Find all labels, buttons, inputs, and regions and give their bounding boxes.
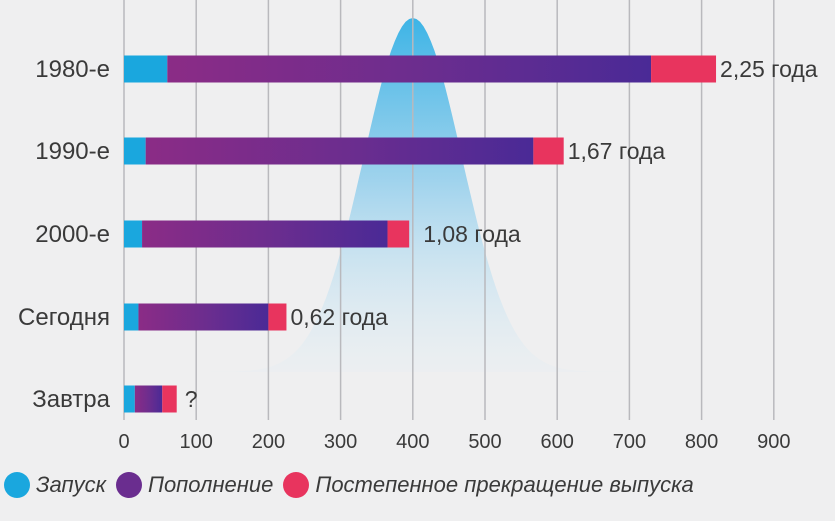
legend-swatch (4, 472, 30, 498)
x-tick-label: 0 (118, 431, 129, 453)
legend-item: Запуск (4, 472, 106, 498)
x-tick-label: 900 (757, 431, 790, 453)
bar-3-series-1 (138, 303, 269, 331)
bars (124, 55, 717, 413)
category-label: Завтра (32, 386, 110, 413)
bar-0-series-2 (651, 55, 717, 83)
data-label: 1,08 года (423, 221, 521, 247)
bar-2-series-0 (124, 220, 143, 248)
legend-swatch (116, 472, 142, 498)
legend-label: Запуск (36, 472, 106, 497)
x-tick-label: 800 (685, 431, 718, 453)
category-label: 2000-е (35, 221, 110, 248)
data-label: 1,67 года (568, 138, 666, 164)
data-label: ? (185, 386, 198, 412)
bar-1-series-0 (124, 137, 146, 165)
bar-3-series-2 (268, 303, 287, 331)
bar-2-series-1 (142, 220, 388, 248)
x-tick-label: 200 (252, 431, 285, 453)
bar-1-series-2 (533, 137, 564, 165)
legend: Запуск Пополнение Постепенное прекращение … (4, 470, 704, 500)
bar-4-series-1 (134, 385, 163, 413)
x-tick-label: 400 (396, 431, 429, 453)
x-tick-label: 500 (468, 431, 501, 453)
legend-label: Пополнение (148, 472, 274, 497)
x-tick-label: 700 (613, 431, 646, 453)
bar-0-series-1 (167, 55, 652, 83)
bar-2-series-2 (387, 220, 410, 248)
labels: 1980-е 2,25 года 1990-е 1,67 года 2000-е 1,08… (18, 56, 818, 453)
legend-item: Постепенное прекращение выпуска (283, 472, 694, 498)
legend-item: Пополнение (116, 472, 273, 498)
category-label: Сегодня (18, 304, 110, 331)
bar-3-series-0 (124, 303, 139, 331)
category-label: 1990-е (35, 138, 110, 165)
category-label: 1980-е (35, 56, 110, 83)
bar-1-series-1 (145, 137, 534, 165)
x-tick-label: 300 (324, 431, 357, 453)
bar-0-series-0 (124, 55, 168, 83)
legend-label: Постепенное прекращение выпуска (315, 472, 694, 497)
legend-swatch (283, 472, 310, 498)
data-label: 0,62 года (290, 304, 388, 330)
data-label: 2,25 года (720, 56, 818, 82)
x-tick-label: 100 (180, 431, 213, 453)
bar-4-series-0 (124, 385, 135, 413)
x-tick-label: 600 (541, 431, 574, 453)
bar-4-series-2 (162, 385, 177, 413)
bell-curve-shape (210, 18, 644, 372)
